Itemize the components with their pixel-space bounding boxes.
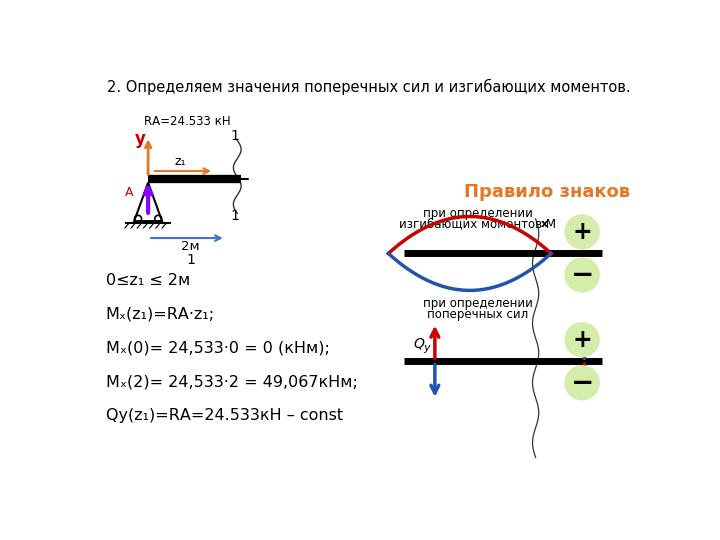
Text: поперечных сил: поперечных сил	[427, 308, 528, 321]
Text: +: +	[572, 220, 592, 244]
Text: 1: 1	[230, 130, 239, 144]
Text: Qу(z₁)=RА=24.533кН – const: Qу(z₁)=RА=24.533кН – const	[106, 408, 343, 423]
Text: −: −	[570, 369, 594, 397]
Circle shape	[565, 258, 599, 292]
Text: Mₓ(z₁)=RА·z₁;: Mₓ(z₁)=RА·z₁;	[106, 307, 215, 322]
Text: А: А	[125, 186, 134, 199]
Text: Mₓ(2)= 24,533·2 = 49,067кНм;: Mₓ(2)= 24,533·2 = 49,067кНм;	[106, 375, 357, 389]
Circle shape	[565, 323, 599, 356]
Text: −: −	[570, 261, 594, 289]
Text: изгибающих моментов М: изгибающих моментов М	[399, 218, 556, 231]
Text: Q: Q	[414, 336, 425, 350]
Circle shape	[565, 215, 599, 249]
Text: RА=24.533 кН: RА=24.533 кН	[144, 114, 231, 127]
Text: 1: 1	[230, 209, 239, 222]
Text: Правило знаков: Правило знаков	[464, 183, 630, 201]
Text: у: у	[423, 343, 430, 353]
Text: 2. Определяем значения поперечных сил и изгибающих моментов.: 2. Определяем значения поперечных сил и …	[107, 79, 631, 95]
Text: z₁: z₁	[175, 156, 186, 168]
Text: при определении: при определении	[423, 207, 532, 220]
Text: +: +	[572, 328, 592, 352]
Circle shape	[565, 366, 599, 400]
Text: 1: 1	[186, 253, 195, 267]
Text: х: х	[541, 219, 548, 229]
Text: y: y	[135, 130, 146, 148]
Text: при определении: при определении	[423, 297, 532, 310]
Text: Mₓ(0)= 24,533·0 = 0 (кНм);: Mₓ(0)= 24,533·0 = 0 (кНм);	[106, 341, 329, 356]
Text: 2м: 2м	[181, 240, 200, 253]
Text: 0≤z₁ ≤ 2м: 0≤z₁ ≤ 2м	[106, 273, 190, 288]
